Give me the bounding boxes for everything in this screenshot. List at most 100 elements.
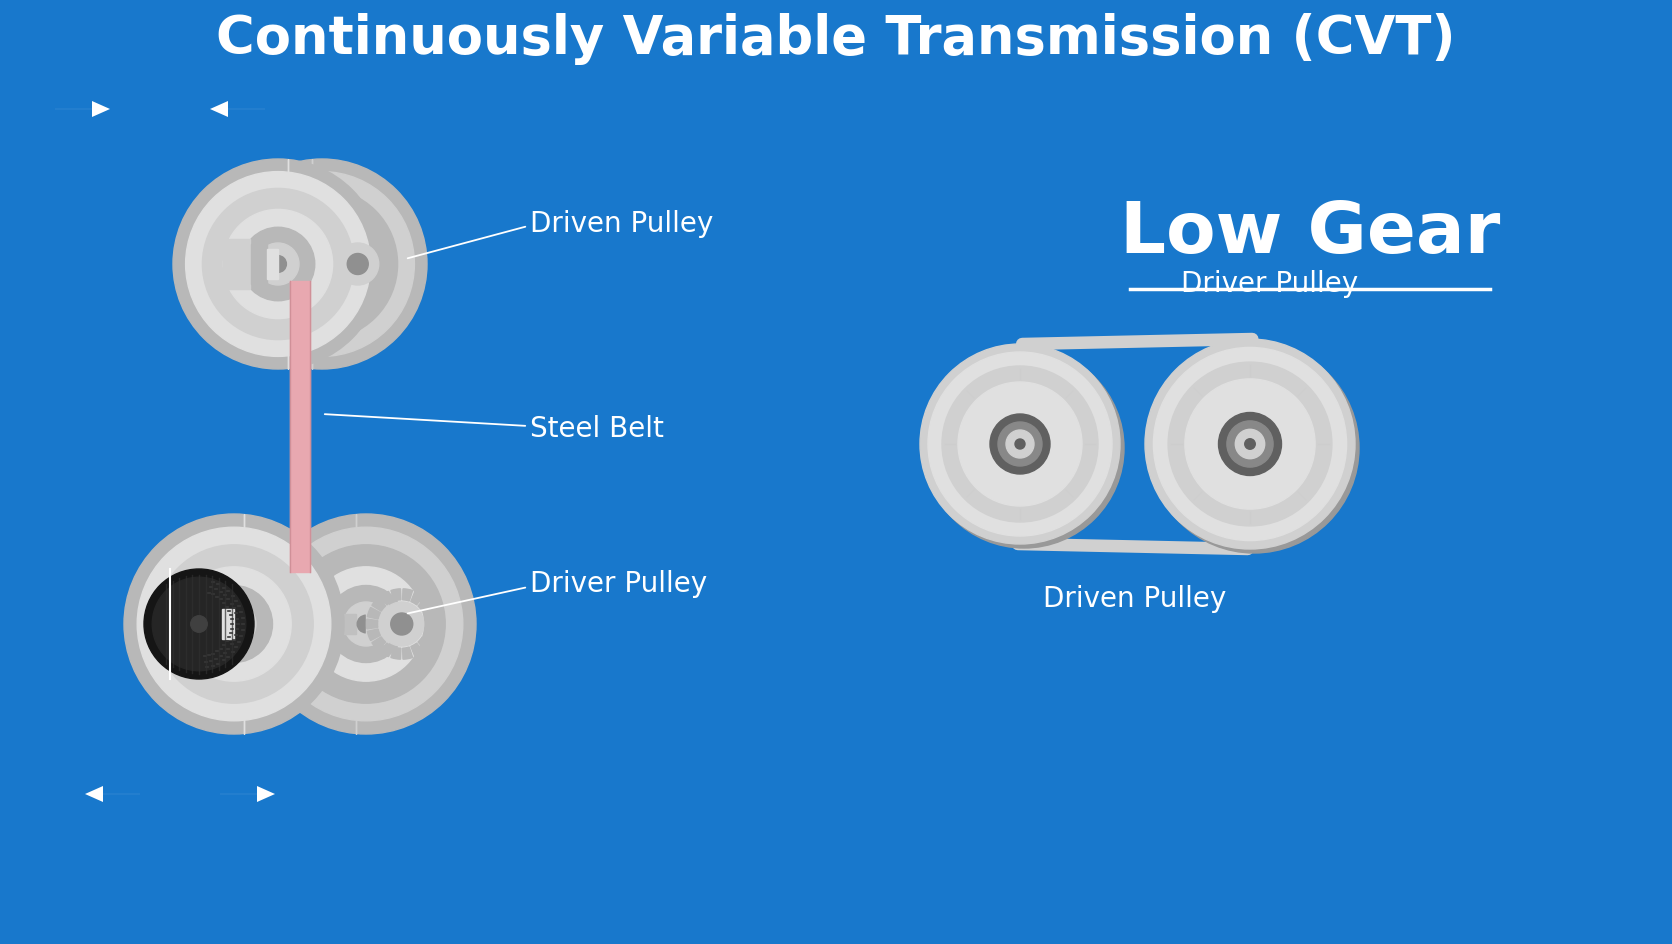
- Wedge shape: [348, 286, 356, 297]
- Circle shape: [137, 527, 331, 721]
- Bar: [268, 249, 278, 279]
- Circle shape: [241, 228, 314, 301]
- Circle shape: [1244, 439, 1256, 449]
- Text: Driver Pulley: Driver Pulley: [530, 570, 707, 598]
- Circle shape: [391, 613, 413, 635]
- Wedge shape: [411, 643, 423, 657]
- FancyArrow shape: [221, 786, 274, 802]
- Text: Driver Pulley: Driver Pulley: [1182, 270, 1359, 298]
- Circle shape: [191, 615, 207, 632]
- Bar: [288, 254, 313, 274]
- Circle shape: [1015, 439, 1025, 449]
- Circle shape: [155, 545, 313, 703]
- Wedge shape: [338, 233, 349, 245]
- Wedge shape: [418, 637, 431, 650]
- Circle shape: [224, 210, 333, 318]
- Circle shape: [286, 228, 359, 301]
- Circle shape: [990, 414, 1050, 474]
- Circle shape: [336, 243, 380, 285]
- Wedge shape: [368, 608, 381, 619]
- Circle shape: [212, 602, 256, 646]
- Circle shape: [1236, 430, 1264, 459]
- Wedge shape: [373, 239, 386, 252]
- Circle shape: [328, 585, 405, 663]
- Wedge shape: [348, 230, 356, 242]
- Circle shape: [196, 585, 273, 663]
- Circle shape: [288, 545, 445, 703]
- Wedge shape: [391, 647, 401, 659]
- FancyArrow shape: [55, 101, 110, 117]
- Circle shape: [246, 189, 398, 340]
- Circle shape: [928, 352, 1112, 536]
- Circle shape: [257, 243, 299, 285]
- Text: Continuously Variable Transmission (CVT): Continuously Variable Transmission (CVT): [216, 13, 1456, 65]
- Circle shape: [958, 382, 1082, 506]
- Text: Driven Pulley: Driven Pulley: [530, 210, 714, 238]
- Wedge shape: [380, 643, 393, 657]
- Wedge shape: [329, 277, 343, 289]
- Circle shape: [202, 189, 353, 340]
- Circle shape: [941, 366, 1099, 522]
- Wedge shape: [391, 589, 401, 601]
- Wedge shape: [373, 277, 386, 289]
- Circle shape: [1154, 347, 1346, 541]
- Text: Driven Pulley: Driven Pulley: [1043, 585, 1227, 613]
- Wedge shape: [418, 598, 431, 611]
- Circle shape: [1145, 339, 1354, 549]
- Circle shape: [1149, 343, 1359, 553]
- Circle shape: [217, 159, 426, 369]
- Wedge shape: [338, 282, 349, 295]
- Circle shape: [925, 348, 1124, 548]
- Circle shape: [229, 172, 415, 357]
- Circle shape: [124, 514, 344, 734]
- Wedge shape: [366, 619, 378, 629]
- Circle shape: [144, 569, 254, 679]
- Wedge shape: [358, 230, 368, 242]
- Text: Steel Belt: Steel Belt: [530, 415, 664, 443]
- Circle shape: [226, 615, 242, 632]
- Wedge shape: [324, 248, 338, 260]
- FancyArrow shape: [211, 101, 264, 117]
- Circle shape: [152, 577, 246, 671]
- Wedge shape: [403, 589, 413, 601]
- Circle shape: [301, 243, 343, 285]
- Circle shape: [358, 615, 375, 632]
- Bar: [289, 281, 309, 572]
- Wedge shape: [358, 286, 368, 297]
- Circle shape: [348, 254, 368, 275]
- Wedge shape: [381, 260, 391, 269]
- Wedge shape: [411, 591, 423, 605]
- Wedge shape: [378, 248, 391, 260]
- Bar: [222, 609, 234, 639]
- Wedge shape: [324, 269, 338, 279]
- Bar: [174, 599, 204, 649]
- Bar: [323, 244, 344, 284]
- Circle shape: [1227, 421, 1272, 467]
- Wedge shape: [423, 629, 436, 641]
- Wedge shape: [366, 282, 378, 295]
- Circle shape: [172, 159, 383, 369]
- Circle shape: [380, 602, 423, 646]
- Wedge shape: [378, 269, 391, 279]
- Circle shape: [177, 566, 291, 682]
- Circle shape: [269, 527, 463, 721]
- Circle shape: [1169, 362, 1333, 526]
- Circle shape: [1007, 430, 1033, 458]
- Wedge shape: [423, 608, 436, 619]
- Wedge shape: [371, 637, 386, 650]
- Bar: [222, 239, 251, 289]
- Circle shape: [344, 602, 388, 646]
- Circle shape: [314, 256, 331, 273]
- Circle shape: [920, 344, 1120, 544]
- Circle shape: [998, 422, 1042, 466]
- Circle shape: [186, 172, 371, 357]
- Circle shape: [1185, 379, 1316, 509]
- Wedge shape: [366, 233, 378, 245]
- Circle shape: [268, 210, 376, 318]
- Wedge shape: [324, 260, 334, 269]
- Circle shape: [1219, 413, 1281, 476]
- Bar: [204, 604, 222, 644]
- Wedge shape: [329, 239, 343, 252]
- Wedge shape: [368, 629, 381, 641]
- Circle shape: [269, 256, 286, 273]
